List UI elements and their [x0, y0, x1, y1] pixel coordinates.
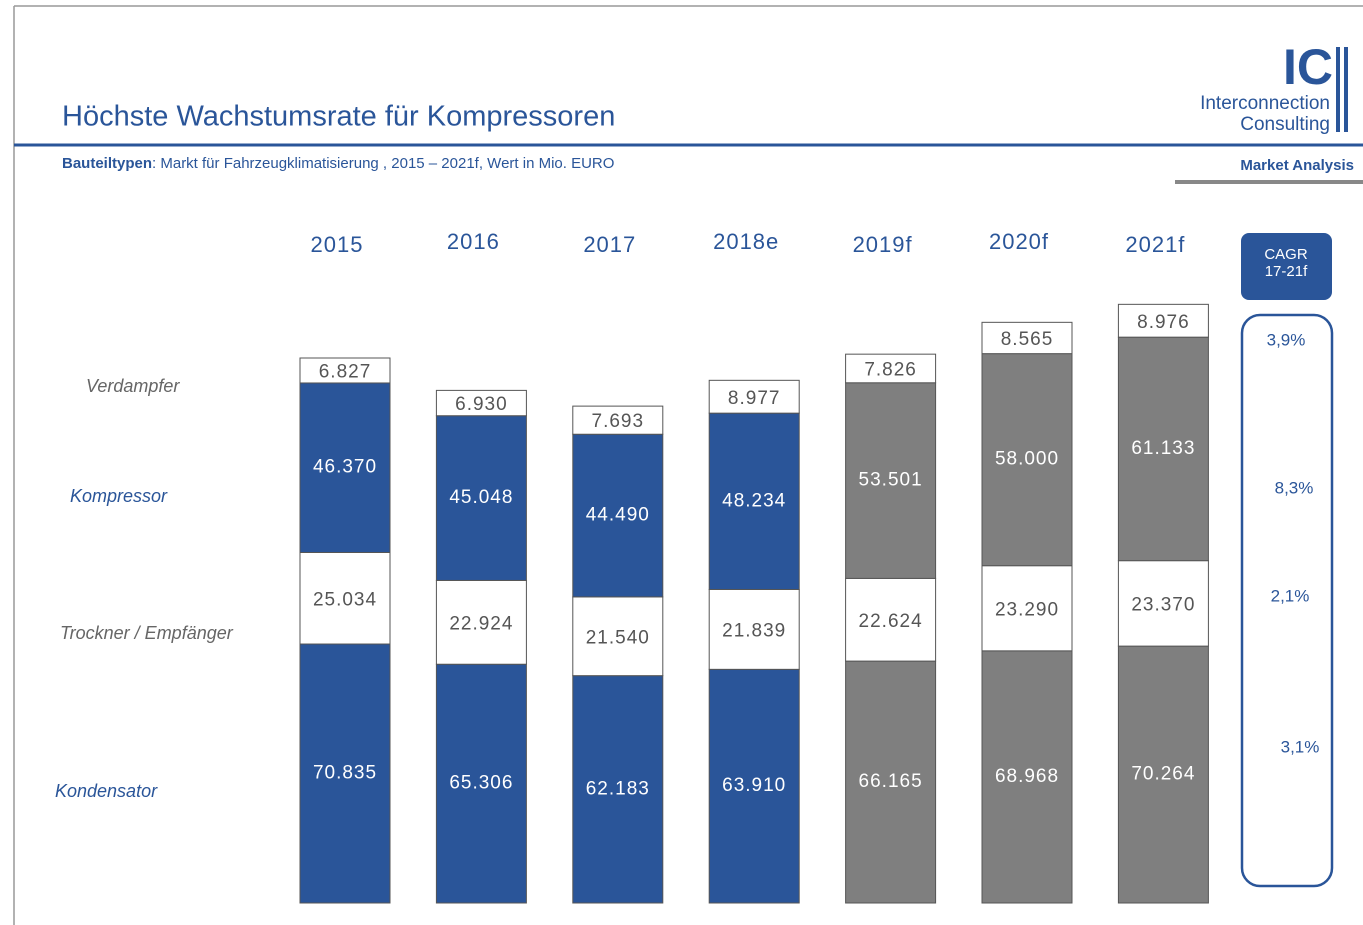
- value-label: 21.839: [722, 620, 786, 641]
- bar-segment: [708, 588, 800, 670]
- cagr-value: 3,9%: [1267, 330, 1306, 349]
- cagr-box: [1240, 313, 1334, 888]
- bar-segment: [435, 663, 527, 904]
- logo: IC: [1283, 39, 1333, 95]
- value-label: 61.133: [1131, 438, 1195, 459]
- value-label: 45.048: [449, 487, 513, 508]
- bar-segment: [299, 357, 391, 384]
- value-label: 7.693: [592, 411, 645, 432]
- value-label: 8.565: [1001, 329, 1054, 350]
- value-label: 65.306: [449, 773, 513, 794]
- bar-segment: [708, 668, 800, 904]
- value-label: 23.370: [1131, 594, 1195, 615]
- title: Höchste Wachstumsrate für Kompressoren: [62, 101, 615, 133]
- bar-segment: [435, 579, 527, 665]
- value-label: 63.910: [722, 775, 786, 796]
- value-label: 58.000: [995, 449, 1059, 470]
- value-label: 62.183: [586, 778, 650, 799]
- bar-segment: [435, 415, 527, 581]
- x-tick-label: 2020f: [989, 229, 1049, 254]
- series-name: Kompressor: [70, 486, 168, 506]
- tag: Market Analysis: [1240, 157, 1354, 174]
- cagr-value: 2,1%: [1271, 586, 1310, 605]
- logo-line2: Consulting: [1240, 114, 1330, 135]
- bar-segment: [572, 433, 664, 598]
- bar-segment: [845, 382, 937, 579]
- bar-segment: [845, 577, 937, 662]
- bar-segment: [981, 353, 1073, 567]
- logo-bar: [1336, 47, 1340, 132]
- value-label: 22.624: [859, 611, 923, 632]
- value-label: 6.930: [455, 394, 508, 415]
- value-label: 48.234: [722, 490, 786, 511]
- bar-segment: [708, 412, 800, 590]
- bar-segment: [299, 382, 391, 553]
- x-tick-label: 2016: [447, 229, 500, 254]
- x-tick-label: 2015: [311, 232, 364, 257]
- value-label: 70.835: [313, 763, 377, 784]
- value-label: 44.490: [586, 505, 650, 526]
- cagr-header: [1241, 233, 1332, 300]
- value-label: 23.290: [995, 599, 1059, 620]
- cagr-title: 17-21f: [1265, 263, 1308, 280]
- value-label: 66.165: [859, 771, 923, 792]
- bar-segment: [572, 675, 664, 904]
- x-tick-label: 2018e: [713, 229, 779, 254]
- value-label: 21.540: [586, 627, 650, 648]
- series-name: Trockner / Empfänger: [60, 623, 234, 643]
- value-label: 68.968: [995, 766, 1059, 787]
- subtitle: Bauteiltypen: Markt für Fahrzeugklimatis…: [62, 155, 614, 172]
- value-label: 22.924: [449, 613, 513, 634]
- value-label: 8.977: [728, 388, 781, 409]
- cagr-value: 3,1%: [1281, 737, 1320, 756]
- value-label: 7.826: [864, 359, 917, 380]
- logo-bar: [1344, 47, 1348, 132]
- bar-segment: [708, 379, 800, 414]
- bar-segment: [1117, 645, 1209, 904]
- value-label: 46.370: [313, 457, 377, 478]
- bar-segment: [845, 660, 937, 904]
- bar-segment: [845, 353, 937, 384]
- value-label: 70.264: [1131, 764, 1195, 785]
- x-tick-label: 2019f: [853, 232, 913, 257]
- bar-segment: [299, 551, 391, 645]
- series-name: Verdampfer: [86, 376, 180, 396]
- x-tick-label: 2017: [583, 232, 636, 257]
- cagr-value: 8,3%: [1275, 478, 1314, 497]
- bar-segment: [572, 596, 664, 677]
- value-label: 8.976: [1137, 312, 1190, 333]
- value-label: 6.827: [319, 361, 372, 382]
- series-name: Kondensator: [55, 781, 158, 801]
- bar-segment: [572, 405, 664, 435]
- bar-segment: [435, 389, 527, 417]
- x-tick-label: 2021f: [1125, 232, 1185, 257]
- bar-segment: [981, 650, 1073, 904]
- subtitle-text: : Markt für Fahrzeugklimatisierung , 201…: [152, 155, 614, 172]
- value-label: 53.501: [859, 470, 923, 491]
- value-label: 25.034: [313, 589, 377, 610]
- bar-segment: [981, 321, 1073, 355]
- subtitle-label: Bauteiltypen: [62, 155, 152, 172]
- logo-line1: Interconnection: [1200, 93, 1330, 114]
- cagr-title: CAGR: [1264, 246, 1308, 263]
- bar-segment: [299, 643, 391, 904]
- bar-segment: [1117, 303, 1209, 338]
- bar-segment: [981, 565, 1073, 652]
